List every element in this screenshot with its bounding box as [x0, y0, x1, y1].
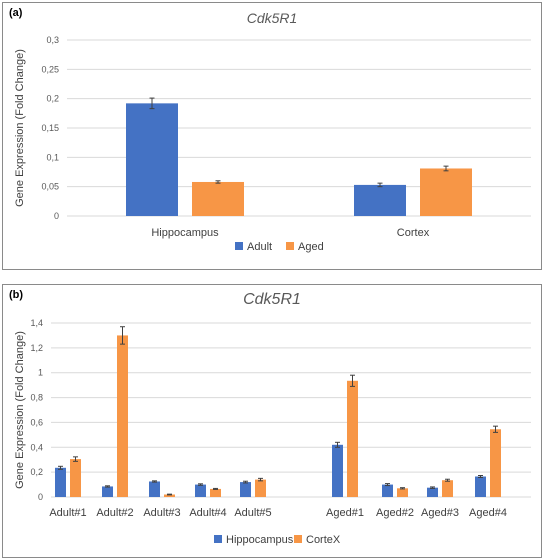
category-label: Adult#3	[143, 507, 180, 519]
category-label: Aged#2	[376, 507, 414, 519]
chart-panel-a: 0 0,05 0,1 0,15 0,2 0,25 0,3 Gene Expression (F…	[2, 2, 542, 270]
bar	[149, 481, 160, 497]
y-tick-label: 0	[38, 492, 43, 502]
legend-swatch	[286, 242, 294, 250]
legend-label: Aged	[298, 241, 324, 253]
bar	[195, 484, 206, 497]
chart-b-title: Cdk5R1	[243, 291, 301, 308]
category-label: Adult#2	[96, 507, 133, 519]
y-tick-label: 1,2	[30, 343, 43, 353]
bar	[332, 444, 343, 497]
y-tick-label: 0,25	[41, 64, 59, 74]
bar	[490, 429, 501, 497]
bar	[354, 184, 406, 216]
y-axis-title: Gene Expression (Fold Change)	[14, 331, 26, 489]
chart-a-svg: 0 0,05 0,1 0,15 0,2 0,25 0,3 Gene Expression (F…	[14, 35, 531, 253]
bar	[240, 482, 251, 497]
chart-b-svg: 0 0,2 0,4 0,6 0,8 1 1,2 1,4 Gene Expression (Fol…	[14, 318, 531, 546]
panel-label-a: (a)	[9, 7, 23, 19]
bar	[420, 168, 472, 216]
category-label: Adult#1	[49, 507, 86, 519]
y-tick-label: 0,2	[30, 467, 43, 477]
bar	[442, 480, 453, 497]
bar	[70, 459, 81, 497]
bar	[427, 487, 438, 497]
category-label: Cortex	[397, 227, 430, 239]
bar	[397, 488, 408, 497]
y-tick-label: 1,4	[30, 318, 43, 328]
category-label: Adult#4	[189, 507, 226, 519]
y-tick-label: 0	[54, 211, 59, 221]
category-label: Adult#5	[234, 507, 271, 519]
bar	[55, 467, 66, 497]
legend-swatch	[214, 535, 222, 543]
legend-label: Adult	[247, 241, 272, 253]
category-label: Aged#4	[469, 507, 507, 519]
category-label: Aged#1	[326, 507, 364, 519]
category-label: Aged#3	[421, 507, 459, 519]
y-tick-label: 0,3	[46, 35, 59, 45]
y-tick-label: 0,2	[46, 94, 59, 104]
bar	[347, 380, 358, 497]
bar	[210, 488, 221, 497]
bar	[117, 335, 128, 497]
category-label: Hippocampus	[151, 227, 219, 239]
legend-label: Hippocampus	[226, 534, 294, 546]
y-tick-label: 0,05	[41, 182, 59, 192]
y-tick-label: 1	[38, 368, 43, 378]
y-tick-label: 0,15	[41, 123, 59, 133]
bar	[102, 486, 113, 497]
y-tick-label: 0,6	[30, 417, 43, 427]
bar	[164, 494, 175, 497]
bar	[382, 484, 393, 497]
y-tick-label: 0,4	[30, 442, 43, 452]
bar	[192, 181, 244, 216]
y-axis-title: Gene Expression (Fold Change)	[14, 49, 26, 207]
panel-label-b: (b)	[9, 289, 24, 301]
legend-label: CorteX	[306, 534, 341, 546]
legend-swatch	[294, 535, 302, 543]
bar	[126, 103, 178, 216]
y-tick-label: 0,1	[46, 152, 59, 162]
chart-panel-b: 0 0,2 0,4 0,6 0,8 1 1,2 1,4 Gene Expression (Fol…	[2, 284, 542, 558]
y-tick-label: 0,8	[30, 393, 43, 403]
bar	[255, 479, 266, 497]
bar	[475, 476, 486, 497]
chart-a-title: Cdk5R1	[246, 10, 298, 26]
legend-swatch	[235, 242, 243, 250]
